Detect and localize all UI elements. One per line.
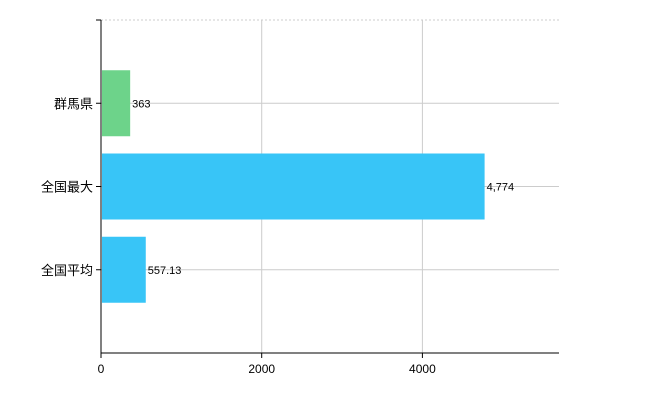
bar-2: [102, 236, 146, 303]
x-tick-label-0: 0: [98, 362, 105, 376]
x-tick-label-2: 4000: [409, 362, 436, 376]
data-label-0: 363: [132, 98, 150, 110]
data-labels: 363 4,774 557.13: [132, 98, 514, 277]
category-label-2: 全国平均: [41, 263, 93, 278]
bar-1: [102, 153, 485, 220]
bars-group: [102, 70, 485, 303]
category-label-0: 群馬県: [54, 96, 93, 111]
data-label-1: 4,774: [487, 182, 515, 194]
data-label-2: 557.13: [148, 265, 182, 277]
x-tick-label-1: 2000: [248, 362, 275, 376]
bar-0: [102, 70, 131, 137]
category-label-1: 全国最大: [41, 180, 93, 195]
x-axis-ticks: 0 2000 4000: [98, 353, 436, 376]
